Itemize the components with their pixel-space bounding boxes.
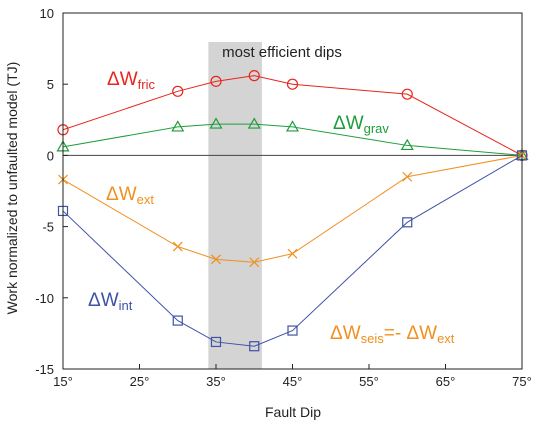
y-tick-label: 0	[47, 148, 54, 163]
series-labels: ΔWfric ΔWgrav ΔWext ΔWint	[88, 69, 389, 313]
seis-lhs-sub: seis	[361, 331, 385, 346]
seis-lhs-main: ΔW	[330, 323, 361, 344]
x-tick-label: 75°	[512, 374, 532, 389]
y-tick-label: 10	[40, 6, 54, 21]
data-point-grav	[285, 120, 300, 132]
series-line-ext	[62, 154, 523, 263]
data-point-int	[172, 315, 183, 326]
data-point-int	[249, 341, 260, 352]
data-point-grav	[209, 117, 223, 129]
series-label-grav: ΔWgrav	[333, 113, 389, 136]
series-label-int: ΔWint	[88, 290, 133, 313]
data-point-int	[210, 336, 222, 348]
y-tick-label: -10	[35, 291, 54, 306]
y-tick-label: -15	[35, 362, 54, 377]
highlight-band	[208, 42, 262, 369]
x-tick-label: 35°	[206, 374, 226, 389]
y-tick-label: -5	[42, 220, 54, 235]
y-axis-title: Work normalized to unfaulted model (TJ)	[4, 62, 20, 315]
data-point-grav	[400, 138, 414, 151]
x-tick-label: 65°	[436, 374, 456, 389]
seis-rhs-sub: ext	[437, 331, 455, 346]
highlight-label: most efficient dips	[222, 44, 342, 61]
data-point-ext	[211, 254, 221, 265]
seis-rhs-main: =- ΔW	[384, 323, 437, 344]
data-point-fric	[172, 85, 184, 97]
series-label-ext: ΔWext	[106, 184, 154, 207]
data-point-fric	[286, 78, 299, 90]
data-point-fric	[210, 75, 222, 87]
series-line-grav	[62, 123, 523, 156]
data-point-fric	[248, 70, 260, 82]
x-tick-label: 55°	[359, 374, 379, 389]
data-point-grav	[247, 117, 261, 129]
series-line-int	[62, 154, 523, 347]
data-point-int	[287, 325, 298, 336]
seis-annotation: ΔWseis=- ΔWext	[330, 323, 455, 346]
x-axis-title: Fault Dip	[265, 404, 321, 420]
data-point-int	[402, 217, 413, 228]
data-point-fric	[401, 88, 413, 100]
y-tick-label: 5	[47, 77, 54, 92]
x-tick-label: 25°	[130, 374, 150, 389]
x-tick-label: 15°	[53, 374, 73, 389]
series-line-fric	[62, 75, 523, 156]
data-point-grav	[171, 120, 185, 132]
data-point-ext	[402, 171, 413, 182]
series-label-fric: ΔWfric	[107, 69, 155, 92]
data-point-ext	[249, 257, 260, 268]
data-point-ext	[287, 248, 298, 259]
ticks-layer: 15° 25° 35° 45° 55° 65° 75° 10 5 0 -5 -10 -15	[35, 6, 532, 389]
x-tick-label: 45°	[283, 374, 303, 389]
data-point-ext	[172, 241, 183, 252]
